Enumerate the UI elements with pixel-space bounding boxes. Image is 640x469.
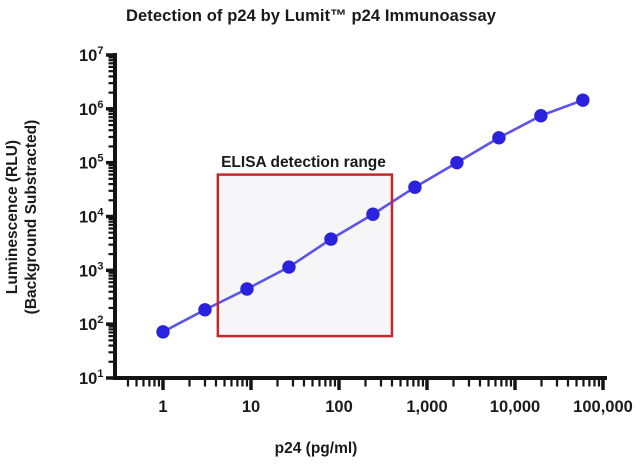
y-axis-title-line2: (Background Substracted) [23,119,40,315]
y-axis-title-line1: Luminescence (RLU) [4,139,21,295]
data-point [324,232,338,246]
y-tick-label: 103 [79,260,103,280]
data-point [240,282,254,296]
chart-title: Detection of p24 by Lumit™ p24 Immunoass… [125,7,497,25]
x-axis-title: p24 (pg/ml) [274,440,358,457]
y-tick-label: 106 [79,99,103,119]
y-tick-label: 104 [79,206,104,226]
y-axis-title: Luminescence (RLU) (Background Substract… [3,57,41,377]
data-points [156,93,590,339]
y-tick-label: 102 [79,314,103,334]
y-tick-label: 105 [79,153,103,173]
y-tick-label: 101 [79,368,103,388]
elisa-detection-range-label: ELISA detection range [221,154,386,171]
x-tick-label: 1 [158,398,167,416]
x-tick-label: 100 [325,398,353,416]
x-tick-label: 100,000 [573,398,633,416]
data-point [408,180,422,194]
x-axis-ticks [126,378,605,390]
data-point [492,131,506,145]
y-tick-label: 107 [79,45,103,65]
data-point [576,93,590,107]
x-tick-label: 10 [242,398,260,416]
x-tick-labels: 1 10 100 1,000 10,000 100,000 [158,398,632,416]
data-point [366,207,380,221]
y-axis-ticks [106,53,115,380]
x-tick-label: 10,000 [490,398,540,416]
data-point [534,109,548,123]
data-point [198,303,212,317]
elisa-range-box [216,173,394,338]
x-tick-label: 1,000 [406,398,447,416]
data-point [282,260,296,274]
y-tick-labels: 101 102 103 104 105 106 107 [79,45,104,388]
data-point [156,325,170,339]
data-point [450,155,464,170]
